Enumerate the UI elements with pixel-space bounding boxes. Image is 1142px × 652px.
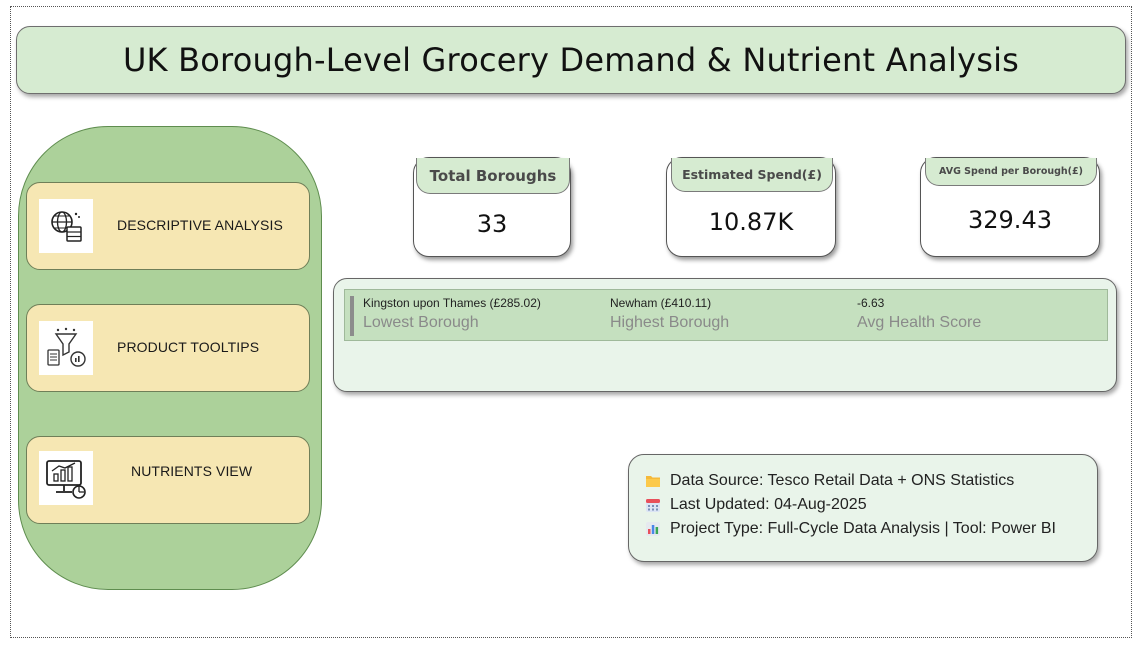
- page-border: [10, 6, 1132, 638]
- highest-borough-label: Highest Borough: [610, 314, 730, 331]
- last-updated-text: Last Updated: 04-Aug-2025: [670, 496, 867, 513]
- folder-icon: [645, 473, 661, 489]
- monitor-chart-icon: [39, 451, 93, 505]
- health-score-label: Avg Health Score: [857, 314, 982, 331]
- last-updated-line: Last Updated: 04-Aug-2025: [645, 493, 1097, 517]
- globe-database-icon: [39, 199, 93, 253]
- project-type-text: Project Type: Full-Cycle Data Analysis |…: [670, 520, 1056, 537]
- borough-stats-panel: Kingston upon Thames (£285.02) Lowest Bo…: [333, 278, 1117, 392]
- lowest-borough-label: Lowest Borough: [363, 314, 479, 331]
- health-score-value: -6.63: [857, 296, 885, 310]
- project-info-card: Data Source: Tesco Retail Data + ONS Sta…: [628, 454, 1098, 562]
- page-title: UK Borough-Level Grocery Demand & Nutrie…: [122, 41, 1020, 79]
- total-boroughs-value: 33: [476, 210, 508, 238]
- data-source-line: Data Source: Tesco Retail Data + ONS Sta…: [645, 469, 1097, 493]
- total-boroughs-card: Total Boroughs 33: [413, 157, 571, 257]
- estimated-spend-card: Estimated Spend(£) 10.87K: [666, 157, 836, 257]
- lowest-borough-value: Kingston upon Thames (£285.02): [363, 296, 541, 310]
- estimated-spend-value: 10.87K: [708, 208, 794, 236]
- highest-borough-value: Newham (£410.11): [610, 296, 712, 310]
- descriptive-analysis-button[interactable]: DESCRIPTIVE ANALYSIS: [26, 182, 310, 270]
- title-banner: UK Borough-Level Grocery Demand & Nutrie…: [16, 26, 1126, 94]
- bar-chart-icon: [645, 521, 661, 537]
- product-tooltips-button[interactable]: PRODUCT TOOLTIPS: [26, 304, 310, 392]
- project-type-line: Project Type: Full-Cycle Data Analysis |…: [645, 517, 1097, 541]
- nutrients-view-button[interactable]: NUTRIENTS VIEW: [26, 436, 310, 524]
- nav-label-descriptive: DESCRIPTIVE ANALYSIS: [117, 217, 283, 233]
- estimated-spend-label: Estimated Spend(£): [671, 158, 833, 192]
- avg-spend-card: AVG Spend per Borough(£) 329.43: [920, 157, 1100, 257]
- multi-row-card: Kingston upon Thames (£285.02) Lowest Bo…: [344, 289, 1108, 341]
- nav-label-product-tooltips: PRODUCT TOOLTIPS: [117, 339, 260, 355]
- card-accent-bar: [350, 296, 354, 336]
- health-score-stat: -6.63 Avg Health Score: [857, 296, 981, 332]
- highest-borough-stat: Newham (£410.11) Highest Borough: [610, 296, 729, 332]
- nav-label-nutrients: NUTRIENTS VIEW: [131, 463, 253, 479]
- data-source-text: Data Source: Tesco Retail Data + ONS Sta…: [670, 472, 1015, 489]
- total-boroughs-label: Total Boroughs: [416, 158, 570, 194]
- avg-spend-label: AVG Spend per Borough(£): [925, 158, 1097, 186]
- calendar-icon: [645, 497, 661, 513]
- avg-spend-value: 329.43: [968, 206, 1052, 234]
- funnel-analytics-icon: [39, 321, 93, 375]
- lowest-borough-stat: Kingston upon Thames (£285.02) Lowest Bo…: [363, 296, 541, 332]
